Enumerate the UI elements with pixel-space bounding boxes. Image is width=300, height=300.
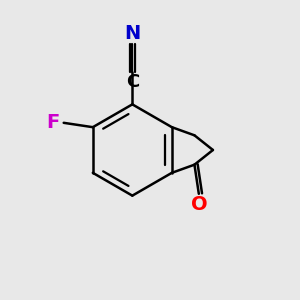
Text: N: N <box>124 24 140 43</box>
Text: C: C <box>126 74 139 92</box>
Text: O: O <box>190 195 207 214</box>
Text: F: F <box>46 113 59 132</box>
